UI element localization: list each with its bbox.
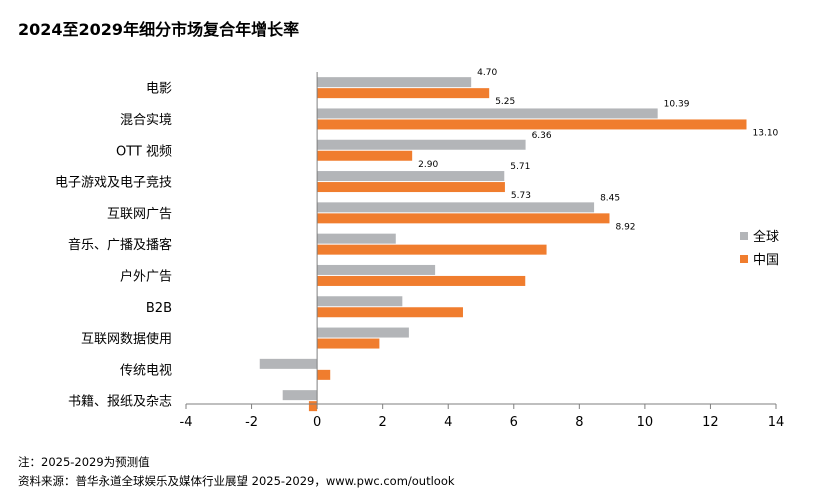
x-tick-label: 14 bbox=[768, 415, 785, 430]
bar-china bbox=[317, 369, 331, 380]
x-tick-label: 6 bbox=[510, 415, 518, 430]
x-tick-label: 8 bbox=[575, 415, 583, 430]
bars-layer bbox=[259, 77, 747, 412]
bar-china bbox=[317, 182, 505, 193]
data-label: 5.25 bbox=[495, 97, 515, 107]
x-tick-label: 10 bbox=[637, 415, 654, 430]
category-label: 互联网数据使用 bbox=[81, 331, 172, 347]
bar-china bbox=[317, 119, 747, 130]
bar-global bbox=[317, 171, 505, 182]
bar-global bbox=[317, 77, 472, 88]
category-label: 书籍、报纸及杂志 bbox=[68, 394, 172, 410]
category-label: 传统电视 bbox=[120, 363, 172, 378]
category-label: 电影 bbox=[146, 82, 172, 97]
data-label: 5.73 bbox=[511, 191, 531, 201]
bar-global bbox=[317, 202, 595, 213]
data-label: 10.39 bbox=[664, 99, 690, 109]
category-label: 音乐、广播及播客 bbox=[68, 237, 172, 253]
bar-global bbox=[259, 358, 318, 369]
data-label: 6.36 bbox=[532, 131, 552, 141]
category-label: 混合实境 bbox=[120, 113, 172, 128]
category-label: 互联网广告 bbox=[107, 207, 172, 222]
legend-swatch-global bbox=[740, 232, 748, 240]
x-tick-label: 0 bbox=[313, 415, 321, 430]
bar-china bbox=[317, 244, 547, 255]
chart-title: 2024至2029年细分市场复合年增长率 bbox=[18, 20, 300, 39]
data-label: 13.10 bbox=[753, 128, 779, 138]
category-label: 户外广告 bbox=[120, 268, 172, 284]
bar-china bbox=[317, 275, 526, 286]
bar-global bbox=[317, 264, 436, 275]
bar-global bbox=[317, 108, 658, 119]
footnote: 注：2025-2029为预测值 bbox=[18, 455, 150, 469]
bar-global bbox=[317, 139, 526, 150]
data-label: 2.90 bbox=[418, 160, 438, 170]
bar-china bbox=[317, 150, 413, 161]
x-tick-label: 12 bbox=[702, 415, 719, 430]
legend-swatch-china bbox=[740, 255, 748, 263]
bar-china bbox=[308, 401, 318, 412]
x-tick-label: 2 bbox=[379, 415, 387, 430]
bar-global bbox=[282, 390, 318, 401]
bar-global bbox=[317, 296, 403, 307]
x-tick-label: -4 bbox=[180, 415, 193, 430]
data-label: 8.45 bbox=[600, 193, 620, 203]
data-label: 8.92 bbox=[615, 222, 635, 232]
x-tick-label: -2 bbox=[245, 415, 258, 430]
bar-china bbox=[317, 213, 610, 224]
category-label: B2B bbox=[146, 301, 172, 316]
bar-global bbox=[317, 233, 396, 244]
legend-label-global: 全球 bbox=[753, 229, 779, 245]
labels-layer: 电影 4.70 5.25 混合实境 10.39 13.10 OTT 视频 6.36 2.90 电子… bbox=[55, 68, 779, 410]
bar-china bbox=[317, 88, 490, 99]
data-label: 5.71 bbox=[510, 162, 530, 172]
category-label: 电子游戏及电子竞技 bbox=[55, 175, 172, 191]
data-label: 4.70 bbox=[477, 68, 497, 78]
source-note: 资料来源：普华永道全球娱乐及媒体行业展望 2025-2029，www.pwc.c… bbox=[18, 474, 455, 488]
axes-layer: -4 -2 0 2 4 6 8 10 12 14 bbox=[180, 72, 785, 430]
x-tick-label: 4 bbox=[444, 415, 452, 430]
category-label: OTT 视频 bbox=[116, 144, 172, 159]
legend-label-china: 中国 bbox=[753, 253, 779, 268]
bar-china bbox=[317, 307, 463, 318]
bar-global bbox=[317, 327, 409, 338]
bar-china bbox=[317, 338, 380, 349]
